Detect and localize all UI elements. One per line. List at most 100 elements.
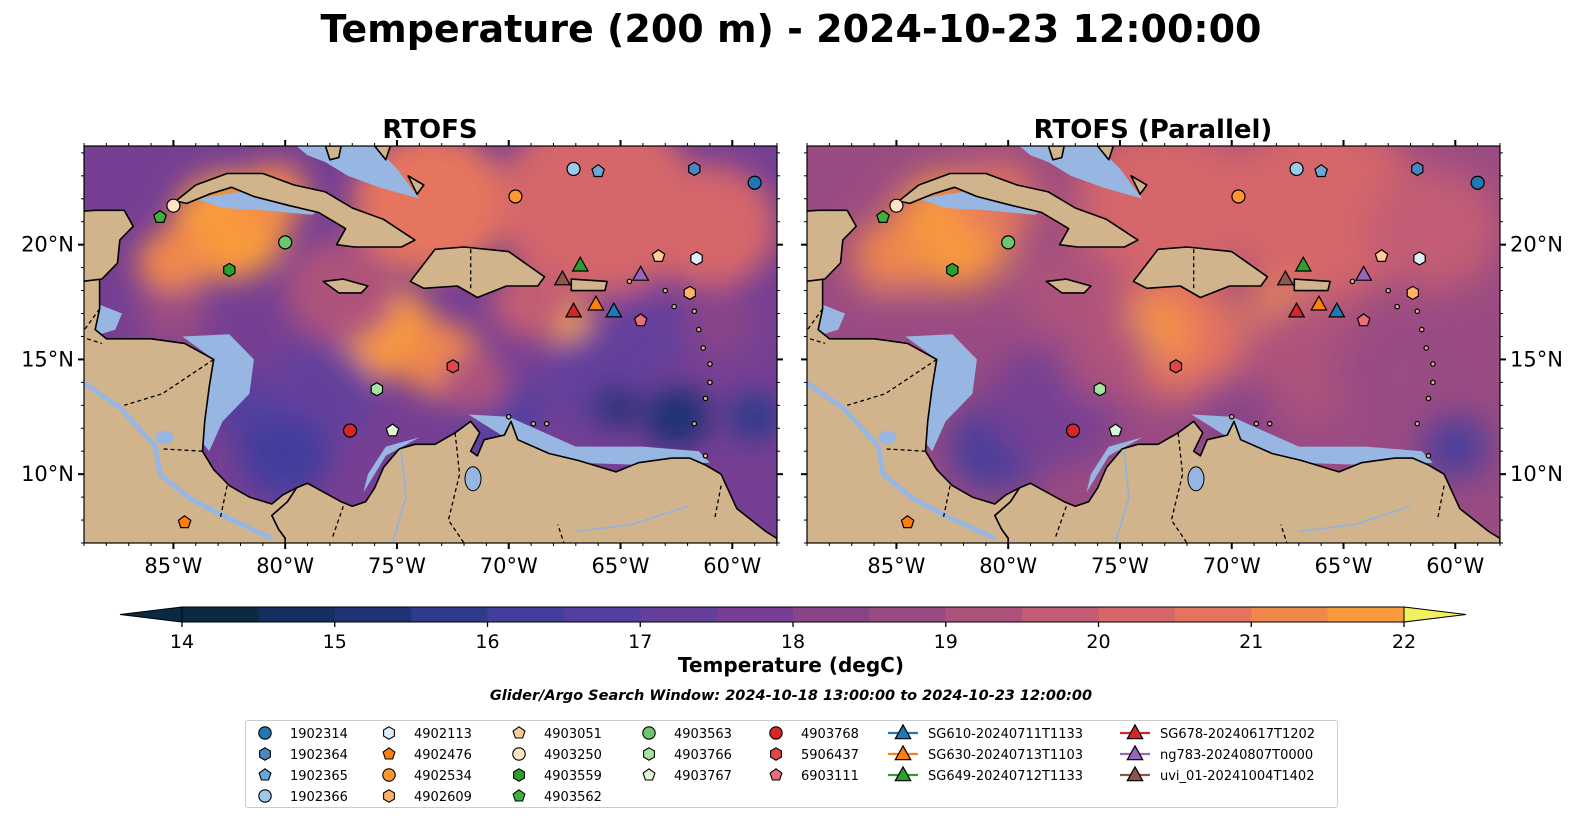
legend-entry: 6903111 — [769, 768, 859, 784]
platform-marker: 4902609 — [1406, 285, 1420, 301]
legend-marker — [259, 747, 271, 761]
island — [1425, 395, 1432, 402]
legend-label: 1902364 — [290, 748, 348, 763]
island — [1423, 345, 1430, 351]
lon-tick-label: 80°W — [979, 554, 1037, 578]
land-bahamas3 — [1130, 175, 1148, 195]
legend-label: uvi_01-20241004T1402 — [1160, 769, 1314, 784]
country-border — [1170, 432, 1188, 543]
colorbar-extend-min — [119, 606, 183, 623]
legend-marker — [894, 744, 912, 761]
shelf-venshelf — [468, 414, 710, 465]
legend-entry: 4903563 — [642, 726, 732, 742]
lat-tick-label: 10°N — [21, 462, 74, 486]
lat-tick-label: 20°N — [21, 233, 74, 257]
platform-marker: 4902609 — [683, 285, 697, 301]
legend-entry: uvi_01-20241004T1402 — [1120, 765, 1314, 784]
temperature-anomaly — [240, 414, 330, 498]
lon-tick-label: 70°W — [480, 554, 538, 578]
platform-marker: 1902364 — [1411, 161, 1424, 177]
platform-marker: SG630-20240713T1103 — [587, 294, 605, 311]
shelf-colshelf — [1086, 437, 1143, 493]
legend-entry: 1902366 — [258, 789, 348, 805]
colorbar-tick-label: 17 — [628, 631, 652, 653]
land-jamaica — [1045, 278, 1092, 294]
legend-label: SG649-20240712T1133 — [928, 769, 1083, 784]
platform-marker: 4903766 — [370, 382, 384, 397]
legend-entry: SG649-20240712T1133 — [888, 765, 1083, 784]
legend-label: 4902113 — [414, 727, 472, 742]
island — [691, 308, 698, 315]
colorbar-tick-label: 16 — [475, 631, 499, 653]
legend-label: 4903766 — [674, 748, 732, 763]
country-border — [1280, 524, 1288, 543]
legend-marker — [642, 768, 656, 781]
platform-marker: 1902365 — [1314, 163, 1329, 178]
land-bahamas2 — [1096, 146, 1115, 161]
platform-marker: 4903766 — [1093, 382, 1107, 397]
colorbar-bin — [411, 607, 488, 622]
island — [1228, 413, 1235, 420]
lake-nicaragua — [155, 430, 174, 445]
lon-tick-label: 80°W — [256, 554, 314, 578]
lat-tick-label: 15°N — [1510, 347, 1563, 371]
land-florida — [244, 146, 280, 147]
platform-marker: ng783-20240807T0000 — [1354, 265, 1373, 281]
pacific-shelf — [807, 380, 996, 541]
platform-marker: 4902476 — [900, 515, 915, 529]
legend-entry: ng783-20240807T0000 — [1120, 744, 1313, 763]
land-cuba — [897, 172, 1139, 248]
legend-entry: 1902314 — [258, 726, 348, 742]
colorbar-tick-label: 14 — [170, 631, 194, 653]
colorbar-bin — [1174, 607, 1252, 622]
land-southamerica — [993, 420, 1500, 543]
platform-marker: 4903768 — [1065, 423, 1081, 438]
platform-marker: 1902314 — [747, 175, 762, 190]
island — [695, 326, 702, 333]
legend-entry: SG610-20240711T1133 — [888, 723, 1083, 742]
platform-marker: 1902364 — [688, 161, 701, 177]
country-border — [1436, 485, 1445, 521]
colorbar-bin — [563, 607, 641, 622]
legend-entry: 4903766 — [643, 747, 732, 763]
legend-marker — [258, 789, 272, 803]
temperature-anomaly — [1220, 146, 1422, 301]
island — [707, 379, 713, 386]
temperature-anomaly — [1332, 319, 1445, 423]
shelf-hondbank — [92, 302, 122, 337]
lon-tick-label: 60°W — [703, 554, 761, 578]
search-window-text: Glider/Argo Search Window: 2024-10-18 13… — [490, 688, 1092, 704]
lon-tick-label: 85°W — [144, 554, 202, 578]
legend-label: 4903767 — [674, 769, 732, 784]
platform-marker: 6903111 — [1356, 313, 1371, 327]
island — [700, 345, 707, 351]
legend-marker — [512, 747, 526, 761]
temperature-anomaly — [1365, 166, 1500, 291]
land-hispaniola — [1132, 246, 1269, 299]
temperature-anomaly — [1421, 415, 1489, 478]
temperature-anomaly — [642, 164, 777, 289]
legend-marker — [382, 768, 396, 782]
colorbar-bin — [1251, 607, 1329, 622]
legend-label: 4903768 — [801, 727, 859, 742]
colorbar-tick-label: 19 — [934, 631, 958, 653]
land-puertorico — [570, 278, 608, 292]
river — [575, 505, 688, 533]
platform-marker: 4903051 — [651, 248, 666, 262]
country-border — [807, 308, 826, 345]
shelf-hondbank — [815, 302, 845, 337]
legend-label: SG630-20240713T1103 — [928, 748, 1083, 763]
platform-marker: 4902476 — [177, 515, 192, 529]
platform-marker: 4903250 — [166, 198, 181, 213]
island — [505, 413, 512, 420]
legend-label: SG610-20240711T1133 — [928, 727, 1083, 742]
colorbar-extend-max — [1403, 606, 1467, 623]
country-border — [713, 485, 722, 521]
platform-marker: 1902365 — [591, 163, 606, 178]
platform-marker: 4902113 — [690, 251, 703, 266]
colorbar-tick-label: 20 — [1086, 631, 1110, 653]
land-bahamas3 — [407, 175, 425, 195]
island — [1414, 308, 1421, 315]
legend-label: SG678-20240617T1202 — [1160, 727, 1315, 742]
